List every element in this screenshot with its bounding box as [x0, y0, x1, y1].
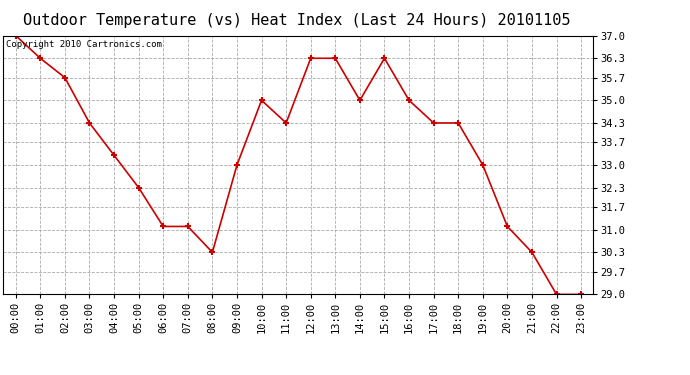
Text: Copyright 2010 Cartronics.com: Copyright 2010 Cartronics.com [6, 39, 162, 48]
Text: Outdoor Temperature (vs) Heat Index (Last 24 Hours) 20101105: Outdoor Temperature (vs) Heat Index (Las… [23, 13, 571, 28]
